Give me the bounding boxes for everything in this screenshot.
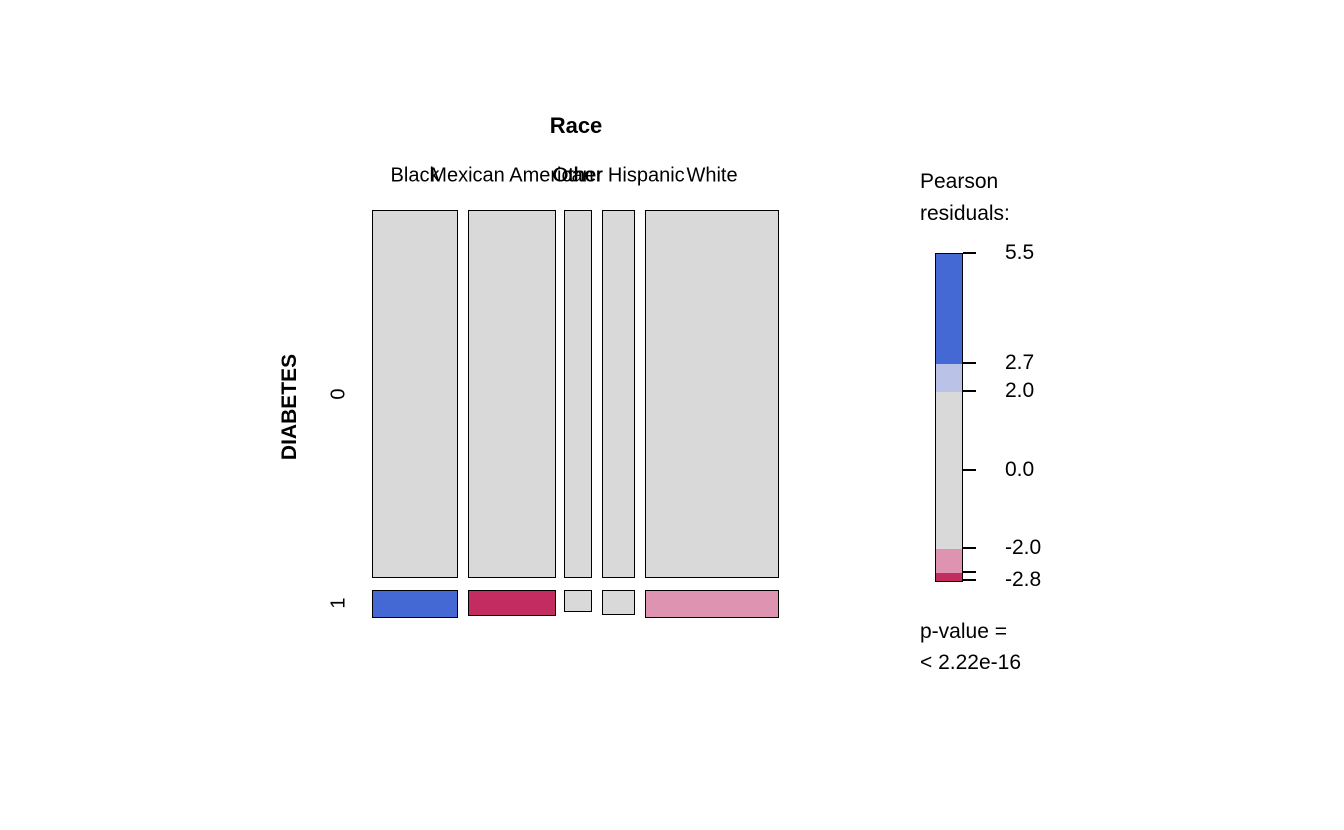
legend-tick-label-2.7: 2.7: [1005, 351, 1035, 375]
tile-black-diabetes-0: [372, 210, 458, 578]
legend-pvalue-line1: p-value =: [920, 620, 1007, 643]
tile-white-diabetes-1: [645, 590, 779, 618]
x-category-label-other: Other: [552, 164, 604, 187]
legend-tick-0: [963, 468, 976, 471]
legend-tick-label--2.8: -2.8: [1005, 568, 1042, 591]
tile-other-diabetes-1: [564, 590, 592, 612]
legend-tick-label-0: 0.0: [1005, 457, 1035, 481]
tile-other-hispanic-diabetes-0: [602, 210, 635, 578]
legend-segment-2.7-to-2: [936, 364, 962, 392]
legend-tick--2.6: [963, 571, 976, 574]
legend-segment-5.5-to-2.7: [936, 254, 962, 365]
legend-tick-2: [963, 389, 976, 392]
legend-segment-2-to--2: [936, 391, 962, 550]
tile-other-diabetes-0: [564, 210, 592, 578]
tile-white-diabetes-0: [645, 210, 779, 578]
legend-tick-5.5: [963, 252, 976, 254]
tile-mexican-american-diabetes-0: [468, 210, 556, 578]
legend-color-bar: [935, 253, 963, 582]
legend-segment--2.6-to--2.8: [936, 573, 962, 581]
legend-segment--2-to--2.6: [936, 549, 962, 574]
legend-title-line1: Pearson: [920, 170, 999, 193]
x-category-label-mexican-american: Mexican American: [430, 164, 594, 187]
x-category-label-black: Black: [390, 164, 440, 187]
legend-tick-label--2: -2.0: [1005, 536, 1042, 560]
tile-other-hispanic-diabetes-1: [602, 590, 635, 615]
legend-tick-2.7: [963, 362, 976, 365]
legend-pvalue-line2: < 2.22e-16: [920, 651, 1022, 674]
legend-tick-label-5.5: 5.5: [1005, 241, 1035, 264]
x-category-label-white: White: [686, 164, 738, 187]
plot-title: Race: [549, 113, 603, 138]
legend-tick--2.8: [963, 579, 976, 581]
legend-tick-label-2: 2.0: [1005, 378, 1035, 402]
tile-black-diabetes-1: [372, 590, 458, 618]
legend-title-line2: residuals:: [920, 202, 1010, 225]
legend-tick--2: [963, 547, 976, 550]
tile-mexican-american-diabetes-1: [468, 590, 556, 616]
x-category-label-other-hispanic: Other Hispanic: [552, 164, 685, 187]
